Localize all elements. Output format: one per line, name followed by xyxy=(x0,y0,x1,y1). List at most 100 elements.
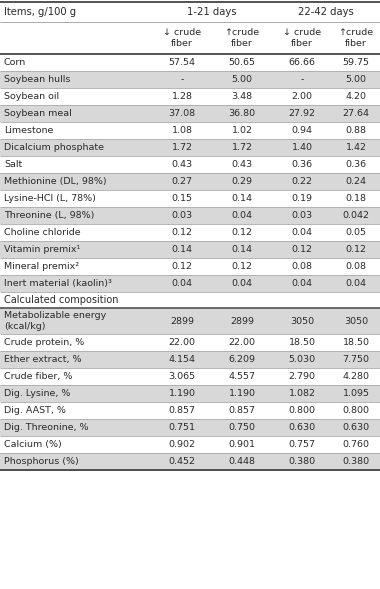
Bar xyxy=(0,71,380,88)
Text: 0.36: 0.36 xyxy=(345,160,367,169)
Text: 0.800: 0.800 xyxy=(288,406,315,415)
Text: 0.14: 0.14 xyxy=(231,245,252,254)
Bar xyxy=(0,105,380,122)
Text: 5.00: 5.00 xyxy=(345,75,366,84)
Text: Crude protein, %: Crude protein, % xyxy=(4,338,84,347)
Text: 1.42: 1.42 xyxy=(345,143,366,152)
Bar xyxy=(0,156,380,173)
Text: 22-42 days: 22-42 days xyxy=(298,7,354,17)
Text: 4.280: 4.280 xyxy=(342,372,369,381)
Bar xyxy=(0,88,380,105)
Text: 0.14: 0.14 xyxy=(231,194,252,203)
Bar xyxy=(0,275,380,292)
Text: 0.380: 0.380 xyxy=(288,457,315,466)
Text: 0.04: 0.04 xyxy=(171,279,193,288)
Text: Dig. Lysine, %: Dig. Lysine, % xyxy=(4,389,70,398)
Bar xyxy=(0,139,380,156)
Text: 0.380: 0.380 xyxy=(342,457,370,466)
Bar xyxy=(0,351,380,368)
Bar xyxy=(0,241,380,258)
Bar xyxy=(0,207,380,224)
Text: Mineral premix²: Mineral premix² xyxy=(4,262,79,271)
Text: ↓ crude
fiber: ↓ crude fiber xyxy=(283,28,321,48)
Text: 1.72: 1.72 xyxy=(231,143,252,152)
Bar xyxy=(0,54,380,71)
Text: Calcium (%): Calcium (%) xyxy=(4,440,62,449)
Bar xyxy=(0,385,380,402)
Text: 1.190: 1.190 xyxy=(228,389,255,398)
Text: -: - xyxy=(180,75,184,84)
Text: 0.18: 0.18 xyxy=(345,194,366,203)
Text: Dig. AAST, %: Dig. AAST, % xyxy=(4,406,66,415)
Text: Dig. Threonine, %: Dig. Threonine, % xyxy=(4,423,89,432)
Text: 2899: 2899 xyxy=(230,316,254,326)
Text: 1.08: 1.08 xyxy=(171,126,193,135)
Bar xyxy=(0,368,380,385)
Text: 0.12: 0.12 xyxy=(171,262,193,271)
Text: Soybean hulls: Soybean hulls xyxy=(4,75,70,84)
Bar xyxy=(0,173,380,190)
Bar xyxy=(0,453,380,470)
Text: 18.50: 18.50 xyxy=(342,338,369,347)
Text: 0.15: 0.15 xyxy=(171,194,193,203)
Text: 0.12: 0.12 xyxy=(171,228,193,237)
Text: 0.902: 0.902 xyxy=(168,440,195,449)
Text: 0.14: 0.14 xyxy=(171,245,193,254)
Text: 0.12: 0.12 xyxy=(231,228,252,237)
Text: 4.557: 4.557 xyxy=(228,372,255,381)
Text: 0.36: 0.36 xyxy=(291,160,313,169)
Text: ↑crude
fiber: ↑crude fiber xyxy=(339,28,374,48)
Text: 1.72: 1.72 xyxy=(171,143,193,152)
Text: 0.857: 0.857 xyxy=(228,406,255,415)
Text: 7.750: 7.750 xyxy=(342,355,369,364)
Text: 0.901: 0.901 xyxy=(228,440,255,449)
Text: Salt: Salt xyxy=(4,160,22,169)
Text: 0.857: 0.857 xyxy=(168,406,195,415)
Bar xyxy=(0,2,380,22)
Text: 0.43: 0.43 xyxy=(231,160,253,169)
Text: Metabolizable energy
(kcal/kg): Metabolizable energy (kcal/kg) xyxy=(4,312,106,330)
Text: 5.030: 5.030 xyxy=(288,355,315,364)
Text: Choline chloride: Choline chloride xyxy=(4,228,81,237)
Text: 0.08: 0.08 xyxy=(345,262,366,271)
Text: 0.12: 0.12 xyxy=(345,245,366,254)
Text: 0.04: 0.04 xyxy=(291,279,312,288)
Text: 6.209: 6.209 xyxy=(228,355,255,364)
Bar xyxy=(0,122,380,139)
Text: 0.04: 0.04 xyxy=(231,279,252,288)
Text: 0.19: 0.19 xyxy=(291,194,312,203)
Text: Items, g/100 g: Items, g/100 g xyxy=(4,7,76,17)
Bar xyxy=(0,308,380,334)
Text: 57.54: 57.54 xyxy=(168,58,195,67)
Text: 0.760: 0.760 xyxy=(342,440,369,449)
Text: 1.095: 1.095 xyxy=(342,389,369,398)
Text: ↓ crude
fiber: ↓ crude fiber xyxy=(163,28,201,48)
Text: 0.03: 0.03 xyxy=(171,211,193,220)
Text: Dicalcium phosphate: Dicalcium phosphate xyxy=(4,143,104,152)
Text: 2.00: 2.00 xyxy=(291,92,312,101)
Text: 1-21 days: 1-21 days xyxy=(187,7,237,17)
Text: 1.02: 1.02 xyxy=(231,126,252,135)
Text: 4.154: 4.154 xyxy=(168,355,195,364)
Bar xyxy=(0,334,380,351)
Text: 50.65: 50.65 xyxy=(228,58,255,67)
Text: 0.630: 0.630 xyxy=(288,423,315,432)
Text: 18.50: 18.50 xyxy=(288,338,315,347)
Text: 27.64: 27.64 xyxy=(342,109,369,118)
Text: 0.12: 0.12 xyxy=(231,262,252,271)
Text: 0.24: 0.24 xyxy=(345,177,366,186)
Text: 0.04: 0.04 xyxy=(291,228,312,237)
Text: 22.00: 22.00 xyxy=(168,338,195,347)
Text: 0.05: 0.05 xyxy=(345,228,366,237)
Text: Soybean meal: Soybean meal xyxy=(4,109,72,118)
Text: 0.757: 0.757 xyxy=(288,440,315,449)
Text: 0.630: 0.630 xyxy=(342,423,370,432)
Text: 4.20: 4.20 xyxy=(345,92,366,101)
Text: 2899: 2899 xyxy=(170,316,194,326)
Text: ↑crude
fiber: ↑crude fiber xyxy=(225,28,260,48)
Text: 0.042: 0.042 xyxy=(342,211,369,220)
Text: 0.04: 0.04 xyxy=(231,211,252,220)
Text: Soybean oil: Soybean oil xyxy=(4,92,59,101)
Bar xyxy=(0,436,380,453)
Text: 59.75: 59.75 xyxy=(342,58,369,67)
